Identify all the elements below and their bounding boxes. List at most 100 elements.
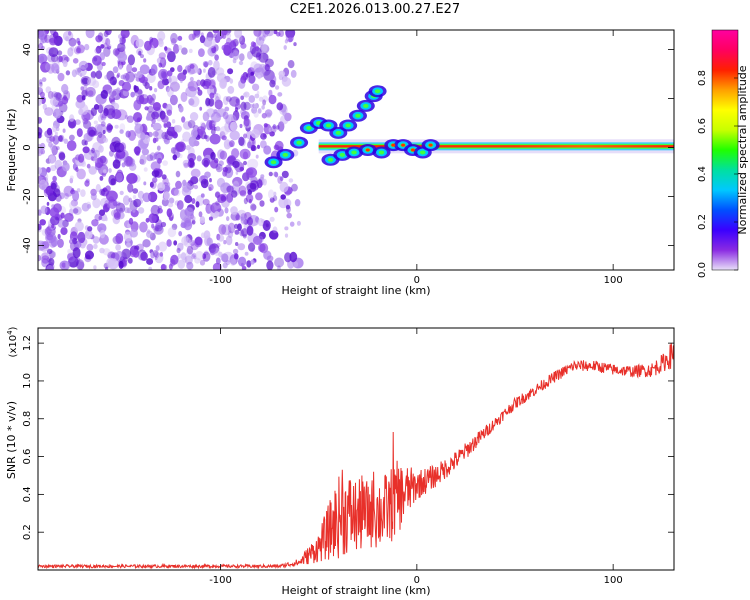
x-tick-label: -100: [209, 575, 232, 586]
noise-point: [203, 68, 206, 73]
noise-point: [219, 150, 228, 160]
noise-point: [269, 131, 275, 137]
noise-point: [57, 72, 65, 82]
noise-point: [284, 39, 288, 44]
noise-point: [50, 143, 55, 151]
noise-point: [268, 171, 273, 177]
noise-point: [130, 221, 139, 233]
noise-point: [167, 202, 174, 208]
noise-point: [238, 79, 246, 89]
noise-point: [213, 247, 220, 256]
noise-point: [105, 266, 109, 270]
noise-point: [214, 54, 219, 61]
noise-point: [218, 160, 224, 166]
noise-point: [259, 200, 265, 207]
noise-point: [284, 226, 289, 231]
noise-point: [39, 219, 46, 226]
noise-point: [78, 60, 89, 70]
noise-point: [273, 30, 278, 35]
noise-point: [106, 45, 112, 50]
noise-point: [61, 96, 69, 105]
noise-point: [222, 251, 234, 263]
noise-point: [69, 114, 75, 122]
noise-point: [43, 187, 51, 197]
noise-point: [67, 248, 72, 255]
y-tick-label: 0.4: [22, 486, 33, 502]
noise-point: [156, 145, 161, 151]
noise-point: [205, 37, 216, 49]
noise-point: [84, 43, 90, 51]
noise-point: [235, 242, 239, 246]
noise-point: [189, 112, 199, 121]
noise-point: [239, 123, 243, 129]
noise-point: [274, 140, 284, 151]
noise-point: [279, 181, 289, 193]
noise-point: [170, 254, 179, 265]
noise-point: [48, 258, 55, 266]
noise-point: [199, 106, 203, 111]
spectrogram-panel: -100 0 100 -40 -20 0 20 40 Height of straight …: [5, 29, 675, 297]
noise-point: [46, 226, 52, 235]
noise-point: [90, 193, 97, 201]
noise-point: [115, 250, 124, 262]
noise-point: [101, 61, 106, 67]
noise-point: [38, 143, 44, 154]
trail-blob: [345, 123, 351, 128]
noise-point: [284, 233, 289, 238]
noise-point: [263, 123, 268, 128]
noise-point: [149, 86, 153, 91]
noise-point: [157, 205, 162, 210]
noise-point: [230, 121, 238, 132]
noise-point: [177, 44, 183, 51]
noise-point: [262, 95, 268, 103]
noise-point: [222, 169, 228, 177]
noise-point: [107, 251, 116, 260]
noise-point: [259, 44, 270, 54]
noise-point: [76, 44, 85, 54]
noise-point: [193, 30, 201, 38]
noise-point: [274, 206, 279, 213]
noise-point: [42, 103, 47, 110]
noise-point: [166, 109, 172, 116]
colorbar-tick-label: 0.4: [697, 166, 708, 182]
noise-point: [39, 82, 43, 87]
noise-point: [38, 97, 43, 106]
noise-point: [195, 201, 200, 208]
snr-panel: -100 0 100 0.2 0.4 0.6 0.8 1.0 1.2 Height of st…: [5, 326, 675, 597]
noise-point: [217, 194, 226, 204]
noise-point: [283, 45, 287, 50]
noise-point: [77, 67, 82, 73]
noise-point: [76, 94, 84, 103]
noise-point: [154, 227, 159, 232]
noise-point: [81, 89, 89, 97]
noise-point: [185, 248, 193, 259]
noise-point: [146, 72, 156, 84]
noise-point: [218, 224, 227, 235]
noise-point: [99, 188, 106, 196]
noise-point: [161, 115, 169, 123]
y-tick-label: 20: [22, 92, 33, 105]
noise-point: [270, 125, 277, 134]
noise-point: [237, 223, 242, 231]
noise-point: [76, 168, 86, 180]
noise-point: [253, 110, 259, 118]
x-tick-label: -100: [209, 275, 232, 286]
noise-point: [235, 214, 241, 221]
noise-point: [221, 135, 227, 141]
noise-point: [174, 125, 182, 133]
noise-point: [240, 74, 246, 82]
noise-point: [251, 102, 258, 111]
hot-spot: [365, 148, 370, 152]
snr-series-line: [38, 342, 674, 570]
noise-point: [225, 32, 232, 39]
noise-point: [154, 255, 158, 260]
noise-point: [46, 127, 53, 136]
noise-point: [81, 77, 89, 85]
noise-point: [118, 65, 123, 70]
noise-point: [142, 192, 152, 203]
trail-blob: [306, 125, 312, 130]
hot-spot: [391, 143, 396, 147]
noise-point: [93, 57, 98, 62]
noise-point: [139, 64, 150, 75]
